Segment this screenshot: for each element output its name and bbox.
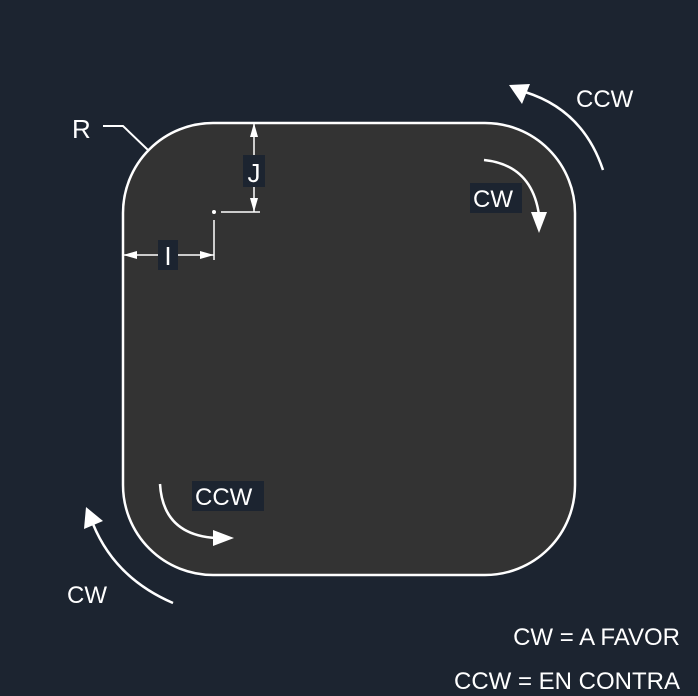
- outer-top-right-label: CCW: [576, 86, 634, 113]
- legend-cw: CW = A FAVOR: [513, 624, 680, 651]
- j-dimension: J: [221, 123, 265, 213]
- rounded-square-profile: [121, 121, 577, 577]
- inner-bottom-left-label: CCW: [195, 484, 253, 511]
- i-label: I: [164, 241, 171, 271]
- outer-bottom-left-label: CW: [67, 582, 107, 609]
- outer-ccw-arrow-top-right: [509, 84, 605, 171]
- inner-top-right-label: CW: [473, 186, 513, 213]
- inner-ccw-arrow-bottom-left: [158, 483, 234, 546]
- inner-cw-arrow-top-right: [483, 158, 547, 233]
- arc-center-point: [212, 210, 216, 214]
- radius-label: R: [72, 114, 91, 144]
- i-dimension: I: [123, 220, 215, 271]
- outer-cw-arrow-bottom-left: [84, 507, 174, 605]
- j-label: J: [248, 158, 261, 188]
- legend-ccw: CCW = EN CONTRA: [454, 668, 680, 695]
- radius-leader-line: [103, 125, 149, 151]
